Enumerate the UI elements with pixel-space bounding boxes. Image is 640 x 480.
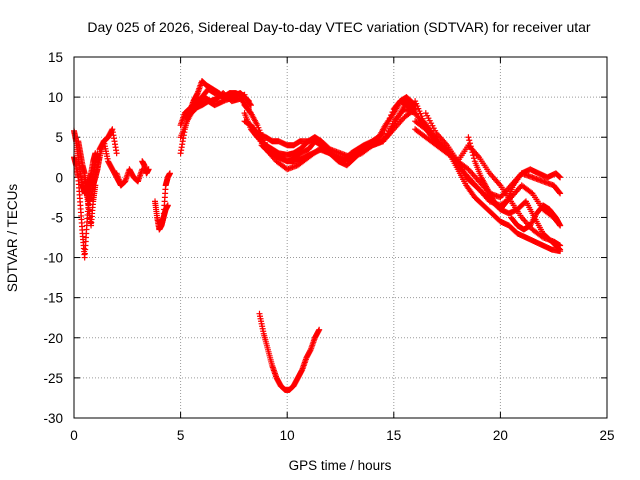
tick-labels: 0 5 10 15 20 25 15 10 5 0 -5 -10 -15 -20 -25 -30 [43, 50, 614, 443]
data-point [113, 150, 120, 157]
data-point [247, 101, 254, 108]
x-tick-label: 15 [386, 428, 401, 443]
data-point [557, 190, 564, 197]
series-arc-a8 [139, 158, 152, 177]
data-point [92, 182, 99, 189]
data-point [384, 121, 391, 128]
y-tick-label: -5 [51, 210, 63, 225]
y-tick-label: -20 [43, 331, 63, 346]
chart-title: Day 025 of 2026, Sidereal Day-to-day VTE… [87, 19, 591, 35]
x-tick-label: 20 [493, 428, 508, 443]
y-tick-label: 10 [48, 90, 63, 105]
data-point [467, 143, 474, 150]
data-point [378, 131, 385, 138]
x-tick-label: 25 [599, 428, 614, 443]
data-point [557, 242, 564, 249]
data-point [466, 137, 473, 144]
data-point [556, 189, 563, 196]
data-point [470, 152, 477, 159]
data-point [381, 127, 388, 134]
data-point [385, 118, 392, 125]
data-point [241, 91, 248, 98]
data-point [557, 174, 564, 181]
y-axis-label: SDTVAR / TECUs [5, 184, 20, 293]
series-arc-f1 [256, 310, 323, 393]
y-tick-label: 0 [55, 170, 63, 185]
y-tick-label: -30 [43, 411, 63, 426]
data-point [166, 170, 173, 177]
x-tick-label: 10 [280, 428, 295, 443]
series-arc-e6 [465, 134, 564, 213]
series-arc-e7 [508, 202, 564, 233]
data-point [389, 109, 396, 116]
data-point [316, 326, 323, 333]
data-point [386, 115, 393, 122]
y-tick-label: -15 [43, 291, 63, 306]
data-point [385, 131, 392, 138]
data-point [502, 199, 509, 206]
data-point [145, 166, 152, 173]
plot-frame [73, 56, 608, 419]
series-arc-b2 [156, 170, 173, 229]
y-tick-label: 15 [48, 50, 63, 65]
data-point [382, 124, 389, 131]
data-point [528, 189, 535, 196]
plot-area [71, 78, 564, 393]
data-point [467, 140, 474, 147]
data-point [247, 102, 254, 109]
data-point [469, 149, 476, 156]
data-point [468, 146, 475, 153]
y-tick-label: -10 [43, 251, 63, 266]
y-tick-label: -25 [43, 371, 63, 386]
x-axis-label: GPS time / hours [289, 458, 392, 473]
data-point [471, 155, 478, 162]
data-point [557, 222, 564, 229]
x-tick-label: 0 [70, 428, 78, 443]
series-arc-a4 [81, 174, 99, 229]
y-tick-label: 5 [55, 130, 63, 145]
x-tick-label: 5 [177, 428, 185, 443]
data-point [465, 134, 472, 141]
data-point [388, 112, 395, 119]
series-arc-a7 [113, 166, 146, 189]
